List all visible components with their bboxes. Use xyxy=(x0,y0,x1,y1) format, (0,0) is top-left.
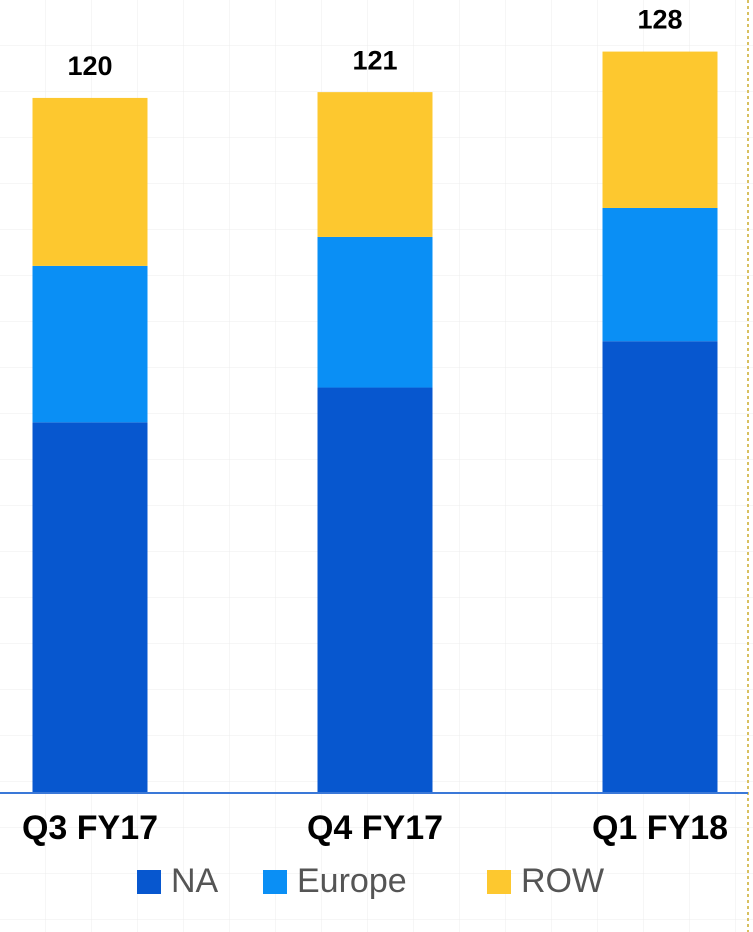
bar-segment xyxy=(602,341,718,793)
bar-segment xyxy=(32,265,148,423)
bar-segment xyxy=(32,422,148,793)
bar-segment xyxy=(602,207,718,342)
legend-swatch xyxy=(263,870,287,894)
legend-swatch xyxy=(137,870,161,894)
x-tick-label: Q4 FY17 xyxy=(307,809,443,847)
legend-label: Europe xyxy=(297,862,407,900)
bar-segment xyxy=(32,97,148,266)
legend-label: ROW xyxy=(521,862,604,900)
total-label: 128 xyxy=(637,5,682,35)
legend-label: NA xyxy=(171,862,219,900)
bar-segment xyxy=(317,387,433,793)
total-label: 120 xyxy=(67,51,112,81)
legend-swatch xyxy=(487,870,511,894)
bar-segment xyxy=(602,51,718,208)
bar-segment xyxy=(317,92,433,237)
x-tick-label: Q1 FY18 xyxy=(592,809,728,847)
bar-segment xyxy=(317,236,433,388)
x-tick-label: Q3 FY17 xyxy=(22,809,158,847)
total-label: 121 xyxy=(352,45,397,75)
